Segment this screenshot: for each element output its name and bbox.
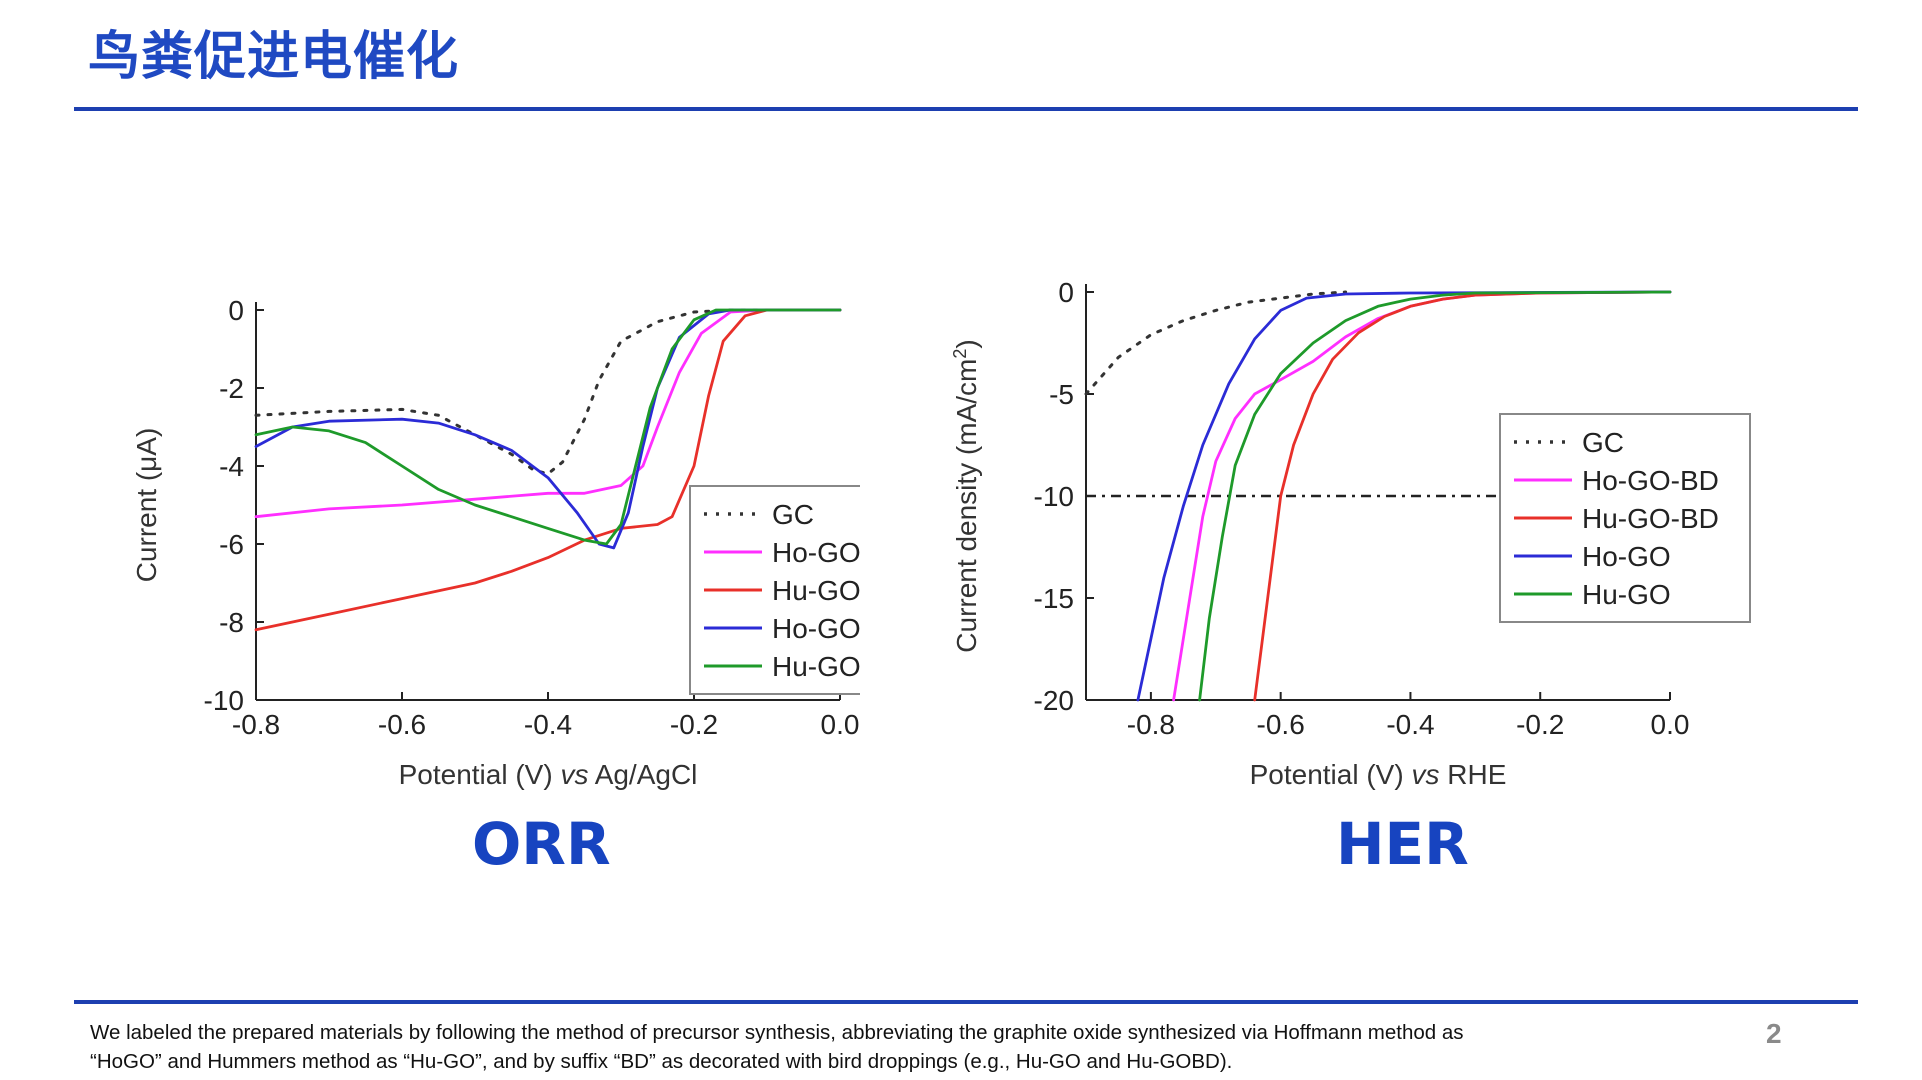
y-tick-label: -15	[1034, 583, 1074, 614]
y-label-main: Current density (mA/cm	[951, 359, 982, 653]
legend-label-hu-go: Hu-GO	[1582, 579, 1671, 610]
x-tick-label: -0.2	[1516, 709, 1564, 740]
her-panel-label: HER	[1336, 810, 1469, 878]
legend-label-hu-go-bd: Hu-GO-BD	[1582, 503, 1719, 534]
x-label-italic: vs	[1411, 759, 1439, 790]
x-tick-label: -0.6	[378, 709, 426, 740]
x-label-main: Potential (V)	[399, 759, 561, 790]
x-label-italic: vs	[560, 759, 588, 790]
x-tick-label: -0.8	[1127, 709, 1175, 740]
x-tick-label: -0.2	[670, 709, 718, 740]
page-number: 2	[1766, 1018, 1782, 1049]
footer-divider	[74, 1000, 1858, 1004]
x-axis-label: Potential (V) vs Ag/AgCl	[399, 759, 698, 790]
footnote: We labeled the prepared materials by fol…	[90, 1018, 1730, 1076]
title-divider	[74, 107, 1858, 111]
y-label-sup: 2	[950, 349, 970, 359]
y-tick-label: -4	[219, 451, 244, 482]
x-axis-label: Potential (V) vs RHE	[1250, 759, 1507, 790]
legend-label-gc: GC	[772, 499, 814, 530]
her-chart: -0.8 -0.6 -0.4 -0.2 0.0 0 -5 -10 -15 -20 Potential…	[950, 277, 1751, 790]
legend-label-gc: GC	[1582, 427, 1624, 458]
footnote-line-1: We labeled the prepared materials by fol…	[90, 1021, 1464, 1044]
x-label-main: Potential (V)	[1250, 759, 1412, 790]
y-tick-label: -5	[1049, 379, 1074, 410]
y-label-tail: )	[951, 339, 982, 348]
legend-label-ho-go: Ho-GO	[772, 613, 860, 644]
series-line-ho-go	[1136, 290, 1672, 702]
x-label-tail: Ag/AgCl	[588, 759, 697, 790]
y-tick-label: -8	[219, 607, 244, 638]
legend-label-hu-go: Hu-GO	[772, 651, 860, 682]
y-tick-label: -10	[204, 685, 244, 716]
y-tick-label: -6	[219, 529, 244, 560]
legend-label-hu-go-bd: Hu-GO-BD	[772, 575, 860, 606]
y-tick-label: 0	[1058, 277, 1074, 308]
slide-title: 鸟粪促进电催化	[88, 27, 460, 87]
x-tick-label: -0.6	[1257, 709, 1305, 740]
orr-chart: -0.8 -0.6 -0.4 -0.2 0.0 0 -2 -4 -6 -8 -10 Potential…	[131, 295, 860, 790]
y-tick-label: -2	[219, 373, 244, 404]
legend-label-ho-go-bd: Ho-GO-BD	[1582, 465, 1719, 496]
x-tick-label: 0.0	[821, 709, 860, 740]
series-line-hu-go	[1198, 290, 1672, 702]
y-axis-label: Current density (mA/cm2)	[950, 339, 982, 652]
x-tick-label: -0.8	[232, 709, 280, 740]
legend-label-ho-go: Ho-GO	[1582, 541, 1671, 572]
y-tick-label: -20	[1034, 685, 1074, 716]
x-label-tail: RHE	[1439, 759, 1506, 790]
x-tick-label: -0.4	[1386, 709, 1434, 740]
series-line-hu-go-bd	[254, 308, 842, 632]
x-tick-label: -0.4	[524, 709, 572, 740]
y-tick-label: 0	[228, 295, 244, 326]
series-line-hu-go-bd	[1253, 290, 1672, 702]
series-line-gc	[254, 308, 842, 476]
series-line-gc	[1084, 290, 1348, 396]
y-tick-label: -10	[1034, 481, 1074, 512]
x-tick-label: 0.0	[1651, 709, 1690, 740]
legend-label-ho-go-bd: Ho-GO-BD	[772, 537, 860, 568]
footnote-line-2: “HoGO” and Hummers method as “Hu-GO”, an…	[90, 1050, 1233, 1073]
orr-panel-label: ORR	[472, 810, 611, 878]
y-axis-label: Current (μA)	[131, 428, 162, 583]
series-line-hu-go	[254, 308, 842, 546]
